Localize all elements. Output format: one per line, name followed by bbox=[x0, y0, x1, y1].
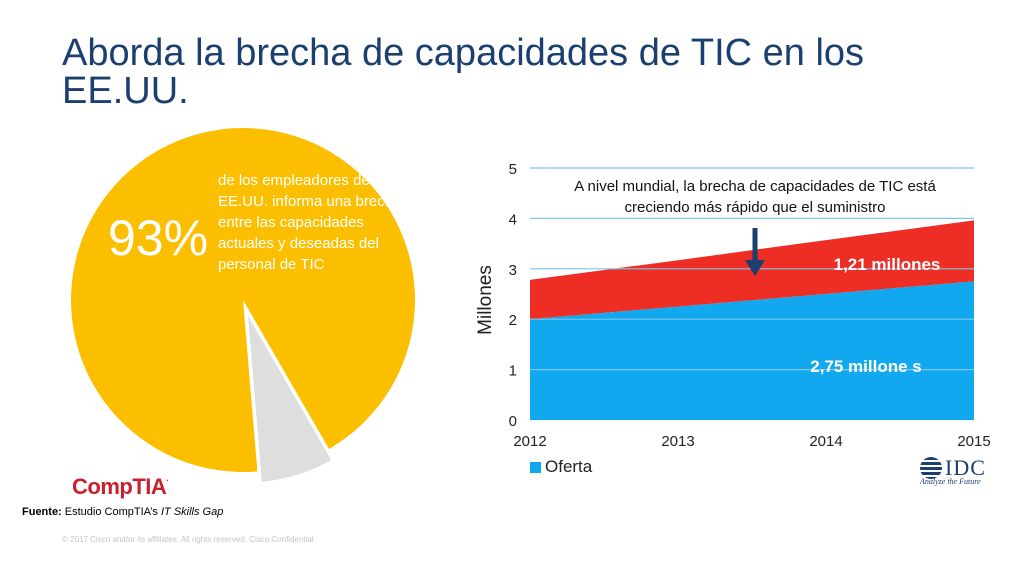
x-tick-2013: 2013 bbox=[661, 433, 694, 450]
pie-slice-rest bbox=[245, 310, 334, 484]
pie-slice-main bbox=[71, 128, 416, 472]
source-label: Fuente: bbox=[22, 506, 62, 518]
x-tick-2014: 2014 bbox=[809, 433, 842, 450]
source-italic: IT Skills Gap bbox=[160, 506, 224, 518]
y-tick-4: 4 bbox=[509, 211, 517, 228]
y-tick-5: 5 bbox=[509, 161, 517, 178]
idc-globe-icon bbox=[920, 457, 942, 479]
copyright-footer: © 2017 Cisco and/or its affiliates. All … bbox=[62, 535, 314, 544]
y-tick-1: 1 bbox=[509, 363, 517, 380]
y-tick-3: 3 bbox=[509, 262, 517, 279]
comptia-logo-tm: . bbox=[166, 474, 168, 483]
pie-description: de los empleadores de los EE.UU. informa… bbox=[218, 172, 402, 273]
chart-annotation: A nivel mundial, la brecha de capacidade… bbox=[574, 178, 936, 216]
x-tick-2012: 2012 bbox=[513, 433, 546, 450]
supply-value-label: 2,75 millone s bbox=[810, 357, 922, 376]
idc-logo: IDC Analyze the Future bbox=[920, 455, 990, 487]
legend-swatch-oferta bbox=[530, 461, 541, 473]
y-tick-2: 2 bbox=[509, 312, 517, 329]
y-tick-0: 0 bbox=[509, 413, 517, 430]
comptia-logo: CompTIA. bbox=[72, 474, 168, 500]
idc-tagline: Analyze the Future bbox=[920, 477, 981, 486]
gap-value-label: 1,21 millones bbox=[833, 255, 941, 274]
pie-percentage: 93% bbox=[108, 210, 209, 266]
pie-chart bbox=[71, 128, 416, 484]
source-note: Fuente: Estudio CompTIA’s IT Skills Gap bbox=[22, 506, 223, 518]
chart-legend: Oferta bbox=[530, 457, 592, 477]
source-text: Estudio CompTIA’s bbox=[61, 506, 161, 518]
arrow-head-icon bbox=[745, 260, 765, 276]
legend-label-oferta: Oferta bbox=[545, 457, 593, 476]
x-tick-2015: 2015 bbox=[957, 433, 990, 450]
idc-logo-text: IDC bbox=[945, 455, 986, 480]
page-title: Aborda la brecha de capacidades de TIC e… bbox=[62, 32, 865, 112]
comptia-logo-text: CompTIA bbox=[72, 474, 167, 499]
y-axis-label: Millones bbox=[475, 265, 496, 335]
area-series-oferta bbox=[530, 281, 974, 420]
